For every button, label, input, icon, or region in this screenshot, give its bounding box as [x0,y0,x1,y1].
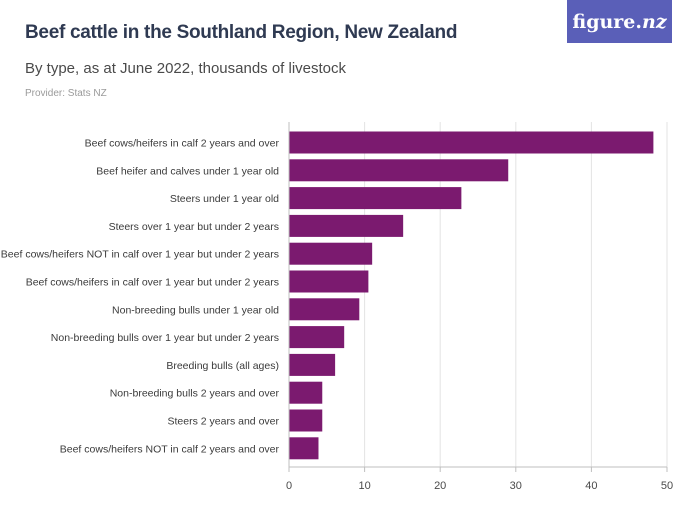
bar [289,131,654,154]
bar [289,187,462,210]
category-label: Steers under 1 year old [170,193,279,205]
chart-title: Beef cattle in the Southland Region, New… [25,22,458,43]
x-tick-label: 10 [358,480,370,492]
category-label: Non-breeding bulls under 1 year old [112,304,279,316]
chart-subtitle: By type, as at June 2022, thousands of l… [25,60,347,77]
category-label: Beef cows/heifers in calf 2 years and ov… [85,138,280,150]
bar [289,159,509,182]
x-tick-label: 0 [286,480,292,492]
x-tick-label: 40 [585,480,597,492]
figure-nz-logo[interactable]: figure. nz [567,0,672,43]
x-tick-label: 20 [434,480,446,492]
provider-note: Provider: Stats NZ [25,88,107,99]
category-label: Non-breeding bulls over 1 year but under… [51,332,279,344]
category-label: Non-breeding bulls 2 years and over [110,388,280,400]
category-label: Beef heifer and calves under 1 year old [96,165,279,177]
bar [289,326,345,349]
bar [289,242,373,265]
category-label: Beef cows/heifers in calf over 1 year bu… [26,277,279,289]
bar [289,381,323,404]
category-label: Beef cows/heifers NOT in calf over 1 yea… [1,249,279,261]
category-label: Steers 2 years and over [168,416,280,428]
bar [289,437,319,460]
x-tick-label: 30 [510,480,522,492]
bar [289,409,323,432]
bar [289,298,360,321]
bar [289,270,369,293]
logo-text: figure. [572,10,643,33]
x-tick-label: 50 [661,480,673,492]
bar [289,353,336,376]
category-label: Steers over 1 year but under 2 years [109,221,279,233]
category-label: Beef cows/heifers NOT in calf 2 years an… [60,443,280,455]
category-label: Breeding bulls (all ages) [166,360,279,372]
logo-text-accent: nz [642,10,667,33]
bar [289,214,404,237]
